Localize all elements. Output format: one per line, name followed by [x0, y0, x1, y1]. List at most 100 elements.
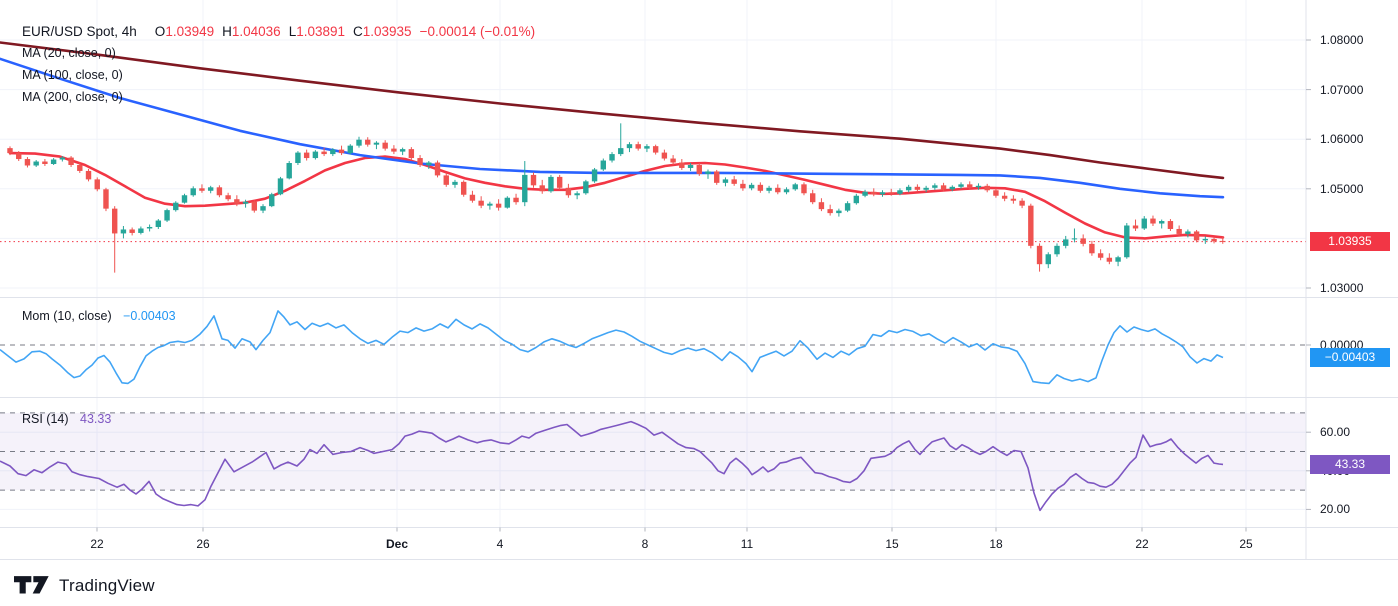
rsi-badge: 43.33	[1310, 454, 1390, 474]
candle-body	[24, 159, 31, 166]
candle-body	[1150, 218, 1156, 224]
time-tick-label: 25	[1239, 537, 1253, 551]
legend-ma200[interactable]: MA (200, close, 0)	[22, 90, 123, 104]
legend-ma20-label: MA (20, close, 0)	[22, 46, 116, 60]
candle-body	[565, 187, 572, 196]
legend-ma20[interactable]: MA (20, close, 0)	[22, 46, 116, 60]
candle-body	[487, 203, 493, 206]
rsi-tick-label: 60.00	[1320, 425, 1351, 440]
candle-body	[181, 195, 188, 203]
candle-body	[766, 187, 772, 191]
time-tick-label: Dec	[385, 537, 409, 551]
time-tick-label: 26	[196, 537, 210, 551]
tradingview-glyph	[14, 576, 49, 594]
candle-body	[1036, 245, 1043, 265]
candle-body	[347, 145, 353, 154]
candle-body	[277, 178, 284, 195]
candle-body	[469, 194, 476, 201]
candle-body	[574, 193, 580, 196]
candle-body	[827, 209, 833, 214]
candle-body	[583, 181, 589, 194]
candle-body	[853, 195, 860, 204]
candle-body	[42, 161, 48, 164]
candle-body	[207, 187, 214, 191]
price-tick-label: 1.07000	[1320, 82, 1364, 97]
candle-body	[600, 160, 606, 170]
candle-body	[216, 187, 223, 196]
candle-body	[1001, 195, 1008, 199]
candle-body	[923, 187, 929, 190]
candle-body	[1106, 257, 1113, 262]
candle-body	[670, 158, 676, 163]
candle-body	[33, 161, 39, 166]
candle-body	[914, 186, 921, 190]
candle-body	[1159, 221, 1165, 224]
candle-body	[679, 162, 685, 168]
open-value: 1.03949	[165, 24, 215, 39]
price-tick-label: 1.05000	[1320, 181, 1364, 196]
candle-body	[801, 184, 807, 194]
time-tick-label: 22	[90, 537, 104, 551]
candle-body	[618, 148, 624, 155]
legend-ma200-label: MA (200, close, 0)	[22, 90, 123, 104]
candle-body	[1115, 257, 1121, 262]
candle-body	[234, 199, 240, 204]
candle-body	[1097, 253, 1104, 258]
rsi-legend[interactable]: RSI (14) 43.33	[22, 412, 111, 426]
tradingview-logo[interactable]: TradingView	[14, 575, 155, 596]
candle-body	[932, 185, 938, 188]
candle-body	[792, 184, 798, 190]
candle-body	[1045, 254, 1051, 265]
candle-body	[1211, 238, 1217, 242]
candle-body	[1124, 225, 1130, 258]
candle-body	[7, 148, 13, 154]
candle-body	[155, 220, 162, 227]
candle-body	[1054, 245, 1060, 255]
candle-body	[1080, 238, 1086, 244]
legend-ma100[interactable]: MA (100, close, 0)	[22, 68, 123, 82]
candle-body	[905, 186, 912, 191]
candle-body	[452, 181, 458, 185]
momentum-legend[interactable]: Mom (10, close) −0.00403	[22, 309, 176, 323]
candle-body	[844, 203, 851, 211]
candle-body	[818, 202, 825, 210]
candle-body	[373, 142, 380, 145]
candle-body	[391, 148, 397, 152]
candle-body	[330, 149, 336, 155]
candle-body	[1010, 198, 1017, 201]
high-value: 1.04036	[231, 24, 281, 39]
candle-body	[975, 185, 982, 188]
symbol-header: EUR/USD Spot, 4h O1.03949 H1.04036 L1.03891…	[22, 24, 535, 39]
time-tick-label: 11	[740, 537, 754, 551]
candle-body	[85, 170, 92, 180]
candle-body	[146, 226, 153, 229]
time-tick-label: 22	[1135, 537, 1149, 551]
price-tick-label: 1.03000	[1320, 281, 1364, 295]
candle-body	[242, 201, 249, 204]
candle-body	[295, 152, 301, 164]
symbol-title[interactable]: EUR/USD Spot, 4h	[22, 24, 137, 39]
candle-body	[1063, 239, 1069, 246]
candle-body	[1028, 205, 1034, 246]
candle-body	[696, 164, 702, 174]
candle-body	[269, 194, 275, 207]
candle-body	[68, 157, 74, 165]
candle-body	[16, 153, 22, 160]
legend-ma100-label: MA (100, close, 0)	[22, 68, 123, 82]
candle-body	[1089, 243, 1095, 254]
candle-body	[984, 185, 990, 191]
price-tick-label: 1.06000	[1320, 132, 1364, 147]
candle-body	[138, 228, 144, 233]
candle-body	[731, 179, 737, 184]
candle-body	[513, 197, 519, 203]
candle-body	[775, 187, 781, 193]
candle-body	[740, 183, 746, 189]
candle-body	[286, 163, 292, 179]
candle-body	[836, 210, 842, 214]
candle-body	[59, 157, 66, 160]
time-tick-label: 18	[989, 537, 1003, 551]
candle-body	[652, 146, 659, 153]
last-price-badge: 1.03935	[1310, 232, 1390, 252]
close-label: C	[353, 24, 363, 39]
